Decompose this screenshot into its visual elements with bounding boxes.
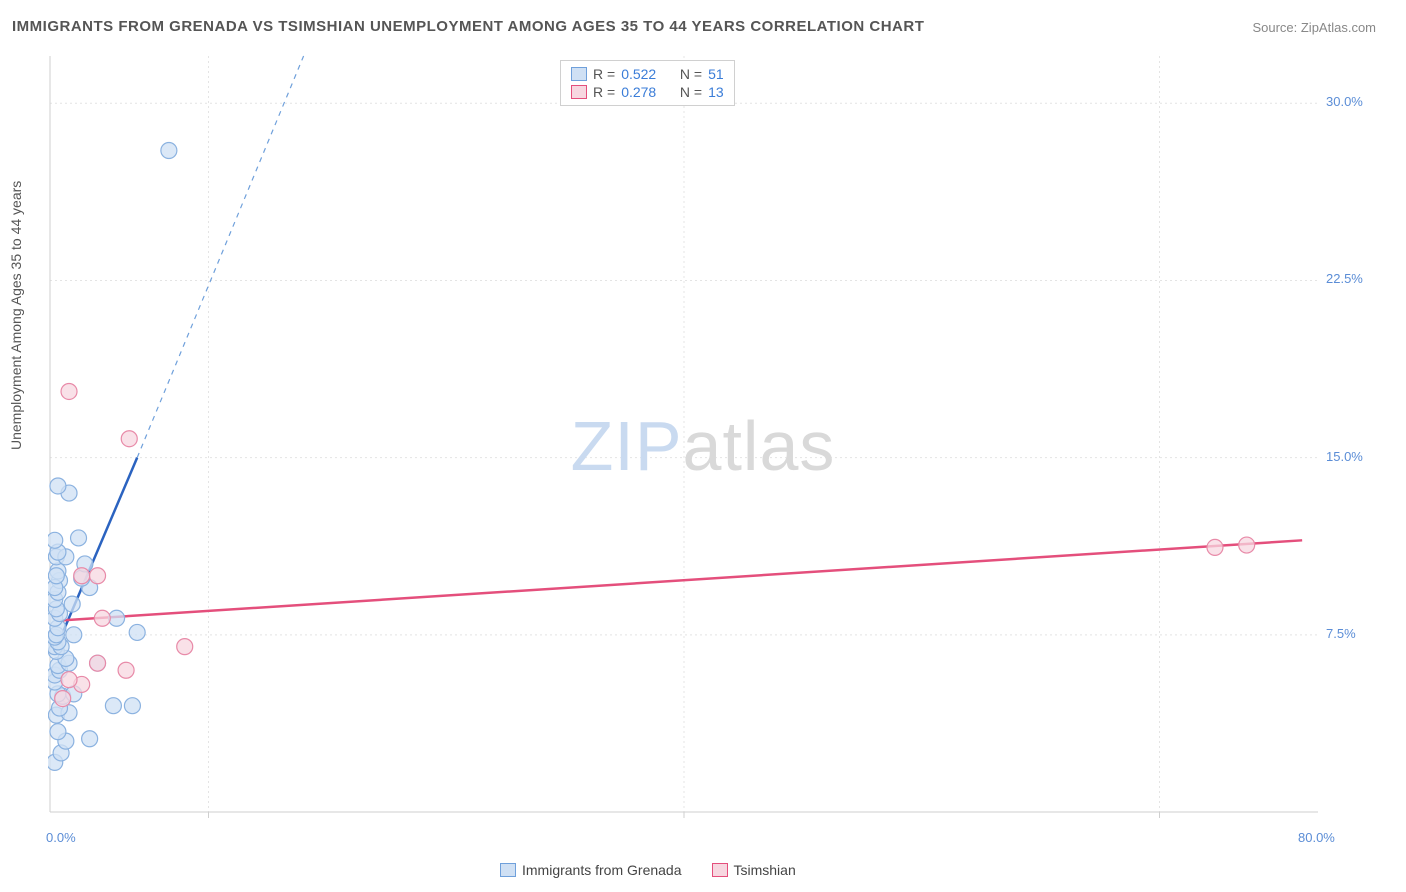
correlation-stats-legend: R = 0.522 N = 51 R = 0.278 N = 13 <box>560 60 735 106</box>
x-max-label: 80.0% <box>1298 830 1335 845</box>
stats-row: R = 0.522 N = 51 <box>571 65 724 83</box>
stats-n-value: 51 <box>708 66 724 82</box>
series-swatch <box>712 863 728 877</box>
x-origin-label: 0.0% <box>46 830 76 845</box>
source-attribution: Source: ZipAtlas.com <box>1252 20 1376 35</box>
scatter-plot <box>48 52 1368 842</box>
stats-r-value: 0.522 <box>621 66 656 82</box>
stats-row: R = 0.278 N = 13 <box>571 83 724 101</box>
series-name: Tsimshian <box>734 862 796 878</box>
y-axis-label: Unemployment Among Ages 35 to 44 years <box>8 181 24 450</box>
series-legend-item: Tsimshian <box>712 862 796 878</box>
y-tick-label: 7.5% <box>1326 626 1356 641</box>
stats-r-value: 0.278 <box>621 84 656 100</box>
stats-n-label: N = <box>680 84 702 100</box>
y-tick-label: 15.0% <box>1326 449 1363 464</box>
stats-swatch <box>571 85 587 99</box>
chart-title: IMMIGRANTS FROM GRENADA VS TSIMSHIAN UNE… <box>12 18 924 35</box>
series-legend: Immigrants from Grenada Tsimshian <box>500 862 796 878</box>
y-tick-label: 22.5% <box>1326 271 1363 286</box>
series-legend-item: Immigrants from Grenada <box>500 862 682 878</box>
stats-r-label: R = <box>593 66 615 82</box>
stats-swatch <box>571 67 587 81</box>
stats-n-label: N = <box>680 66 702 82</box>
stats-r-label: R = <box>593 84 615 100</box>
series-name: Immigrants from Grenada <box>522 862 682 878</box>
stats-n-value: 13 <box>708 84 724 100</box>
series-swatch <box>500 863 516 877</box>
y-tick-label: 30.0% <box>1326 94 1363 109</box>
